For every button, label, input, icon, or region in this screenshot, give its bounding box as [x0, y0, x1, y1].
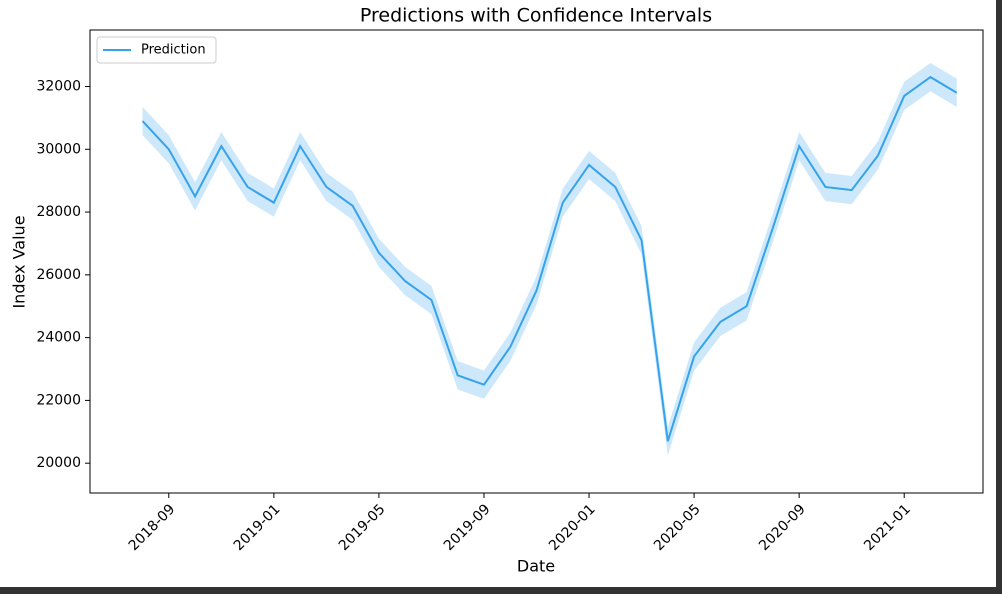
y-tick-label: 32000	[36, 79, 81, 95]
y-axis-label: Index Value	[10, 215, 29, 308]
chart-title: Predictions with Confidence Intervals	[360, 5, 712, 27]
legend-box	[96, 36, 217, 64]
y-tick-label: 22000	[36, 392, 81, 408]
legend-label: Prediction	[141, 43, 206, 58]
y-tick-label: 28000	[36, 204, 81, 220]
y-tick-label: 20000	[36, 455, 81, 471]
confidence-band	[142, 62, 957, 456]
plot-area	[89, 29, 984, 494]
x-axis-label: Date	[517, 557, 555, 576]
y-tick-label: 24000	[36, 330, 81, 346]
prediction-line	[141, 75, 958, 442]
y-tick-label: 26000	[36, 267, 81, 283]
y-tick-label: 30000	[36, 141, 81, 157]
